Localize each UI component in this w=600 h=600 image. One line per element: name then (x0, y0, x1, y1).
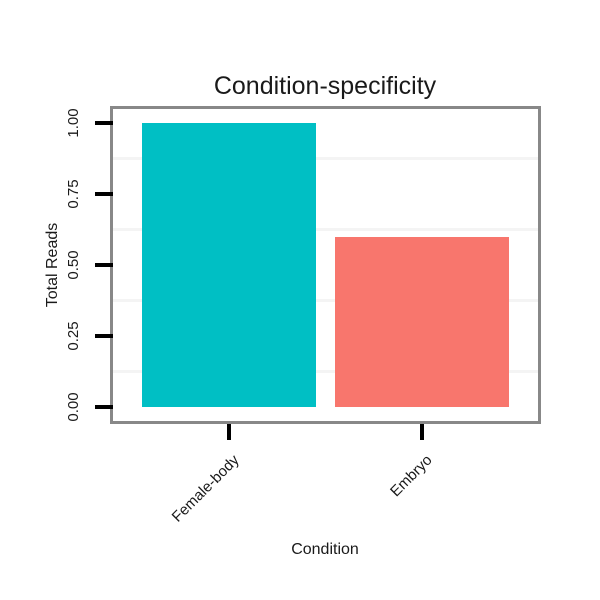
y-tick-label: 0.75 (65, 179, 82, 209)
y-tick-label: 0.50 (65, 250, 82, 280)
minor-gridline (113, 157, 538, 161)
y-tick-label: 1.00 (65, 108, 82, 138)
y-axis-title: Total Reads (44, 222, 61, 308)
x-tick (420, 424, 425, 440)
y-tick (95, 333, 113, 338)
minor-gridline (113, 298, 538, 302)
y-tick-label: 0.00 (65, 392, 82, 422)
bar-embryo (335, 236, 510, 407)
chart-title: Condition-specificity (213, 72, 437, 100)
y-tick (95, 263, 113, 267)
y-tick (95, 192, 113, 197)
plot-panel (110, 106, 541, 424)
minor-gridline (113, 369, 538, 373)
x-axis-title: Condition (291, 541, 359, 558)
x-tick (226, 424, 231, 440)
x-tick-label: Embryo (387, 451, 436, 501)
y-tick (95, 121, 113, 126)
minor-gridline (113, 228, 538, 232)
bar-female-body (141, 123, 316, 407)
y-tick (95, 404, 113, 409)
y-tick-label: 0.25 (65, 321, 82, 351)
x-tick-label: Female-body (168, 451, 243, 526)
